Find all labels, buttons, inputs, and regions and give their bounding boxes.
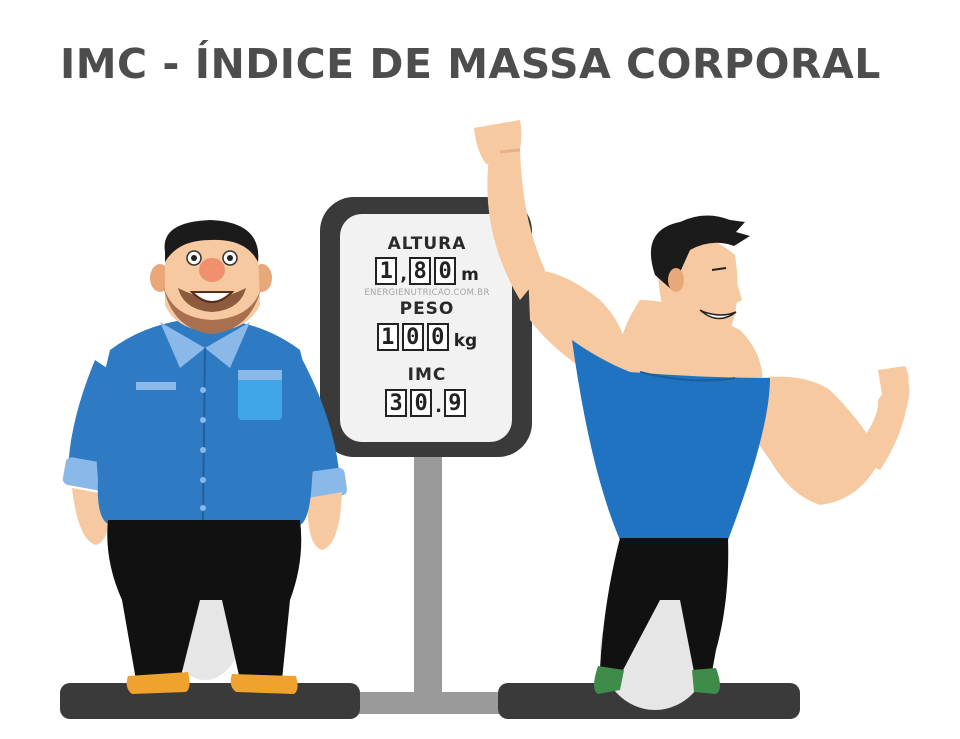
altura-digit: 8: [409, 257, 432, 285]
altura-label: ALTURA: [387, 234, 467, 254]
peso-label: PESO: [399, 299, 455, 319]
altura-value: 1 , 8 0 m: [344, 257, 510, 285]
page-title: IMC - ÍNDICE DE MASSA CORPORAL: [60, 40, 881, 88]
imc-separator: .: [435, 396, 442, 417]
imc-value: 3 0 . 9: [344, 389, 510, 417]
peso-unit: kg: [453, 331, 478, 351]
imc-digit: 0: [410, 389, 433, 417]
altura-unit: m: [461, 265, 479, 285]
altura-digit: 1: [375, 257, 398, 285]
left-scale-platform: [60, 683, 360, 719]
altura-separator: ,: [400, 264, 408, 285]
peso-value: 1 0 0 kg: [344, 323, 510, 351]
peso-digit: 0: [401, 323, 424, 351]
imc-digit: 9: [443, 389, 466, 417]
scale-readout: ALTURA 1 , 8 0 m ENERGIENUTRICAO.COM.BR …: [344, 215, 510, 445]
muscular-man: [474, 120, 910, 710]
peso-digit: 0: [426, 323, 449, 351]
overweight-man: [62, 220, 347, 694]
scale-base-center: [350, 692, 500, 714]
watermark: ENERGIENUTRICAO.COM.BR: [364, 288, 490, 298]
altura-digit: 0: [434, 257, 457, 285]
imc-digit: 3: [385, 389, 408, 417]
peso-digit: 1: [376, 323, 399, 351]
scale-post: [414, 440, 442, 700]
imc-label: IMC: [407, 365, 447, 385]
